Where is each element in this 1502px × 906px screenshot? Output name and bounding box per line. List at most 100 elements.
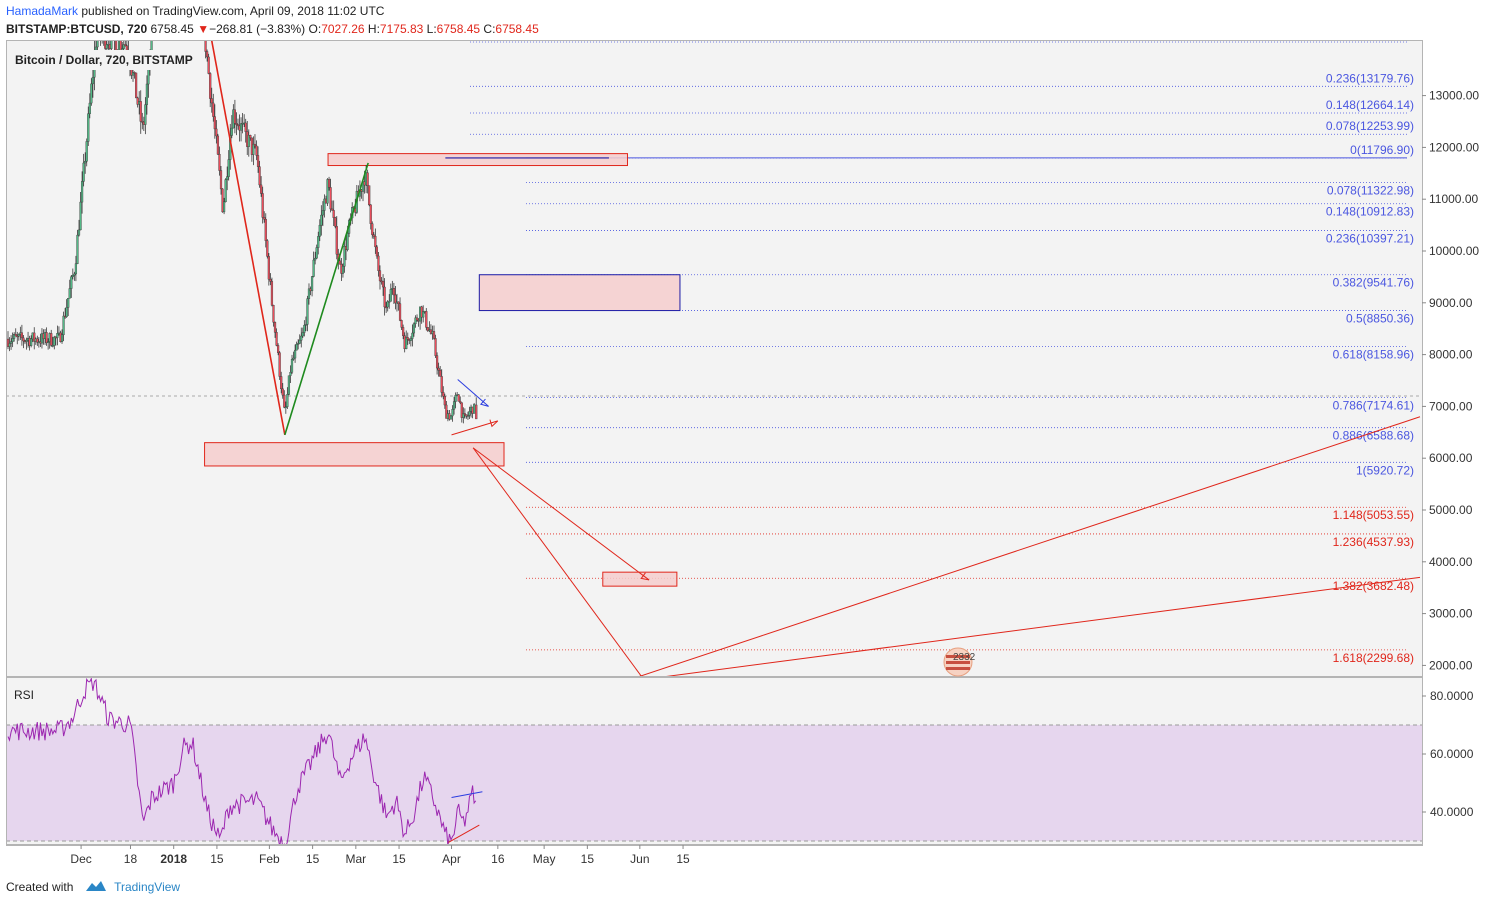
candle-body xyxy=(255,145,258,156)
candle-body xyxy=(388,301,391,303)
close-value: 6758.45 xyxy=(495,22,539,36)
candle-body xyxy=(51,345,54,347)
publish-info: HamadaMark published on TradingView.com,… xyxy=(6,4,384,18)
tradingview-logo-icon xyxy=(85,881,106,891)
candle-body xyxy=(414,317,417,325)
candle-body xyxy=(301,332,304,337)
candle-body xyxy=(11,338,14,342)
candle-body xyxy=(412,323,416,334)
candle-body xyxy=(454,395,457,402)
candle-body xyxy=(203,20,205,26)
candle-body xyxy=(226,176,229,180)
candle-body xyxy=(366,172,369,186)
candle-body xyxy=(144,104,147,125)
fib-retrace-level-label: 0.786(7174.61) xyxy=(1333,398,1414,412)
candle-body xyxy=(375,246,378,257)
candle-body xyxy=(462,413,465,418)
candle-body xyxy=(432,331,436,339)
candle-body xyxy=(62,315,65,336)
candle-body xyxy=(286,394,289,407)
candle-body xyxy=(298,339,301,344)
rsi-axis: 80.0000 60.0000 40.0000 xyxy=(1422,689,1474,819)
candle-body xyxy=(204,41,207,52)
high-label: H: xyxy=(367,22,380,36)
candle-body xyxy=(372,234,375,237)
candle-body xyxy=(260,184,263,194)
price-tick-label: 7000.00 xyxy=(1429,399,1473,413)
candle-body xyxy=(222,201,226,213)
fib-extension-level-label: 1.148(5053.55) xyxy=(1333,508,1414,522)
author-link[interactable]: HamadaMark xyxy=(6,4,79,18)
candle-body xyxy=(114,41,118,53)
candle-body xyxy=(389,289,392,302)
candle-body xyxy=(215,128,218,137)
rsi-tick-label: 80.0000 xyxy=(1430,689,1474,703)
candle-body xyxy=(96,41,99,48)
rsi-upper-line xyxy=(451,791,483,798)
candle-body xyxy=(400,320,403,328)
candle-body xyxy=(378,270,382,282)
price-pane[interactable] xyxy=(6,40,1423,677)
candle-body xyxy=(239,123,243,131)
zone-resistance-mid[interactable] xyxy=(478,274,681,312)
candle-body xyxy=(256,155,260,167)
fib-retrace-level-label: 0.5(8850.36) xyxy=(1346,312,1414,326)
candle-body xyxy=(131,72,135,76)
candle-body xyxy=(394,294,397,304)
price-axis: 13000.00 12000.00 11000.00 10000.00 9000.00 8… xyxy=(1422,89,1479,672)
candle-body xyxy=(20,332,23,339)
fib-extension-level-label: 1.382(3682.48) xyxy=(1333,579,1414,593)
candle-body xyxy=(71,275,74,277)
candle-body xyxy=(381,280,385,288)
candle-body xyxy=(207,56,210,74)
candle-body xyxy=(300,335,303,341)
candle-body xyxy=(8,343,11,347)
high-value: 7175.83 xyxy=(379,22,424,36)
candle-body xyxy=(264,219,267,241)
price-tick-label: 10000.00 xyxy=(1429,244,1479,258)
candle-body xyxy=(70,276,73,289)
candle-body xyxy=(105,44,108,49)
zone-resistance-top[interactable] xyxy=(327,153,628,167)
candle-body xyxy=(303,324,306,333)
candle-body xyxy=(154,0,156,26)
candle-body xyxy=(56,333,59,338)
price-change: −268.81 (−3.83%) xyxy=(209,22,306,36)
down-arrow-icon: ▼ xyxy=(197,22,210,36)
candle-body xyxy=(114,27,116,37)
price-tick-label: 12000.00 xyxy=(1429,140,1479,154)
candle-body xyxy=(385,306,388,309)
fibonacci-levels: 0.382(14035.21) 0.236(13179.76) 0.148(1266… xyxy=(7,41,1422,665)
candle-body xyxy=(318,224,321,237)
price-tick-label: 2000.00 xyxy=(1429,658,1473,672)
zone-target-zone[interactable] xyxy=(602,571,678,587)
candle-body xyxy=(67,298,70,308)
time-tick-label: Jun xyxy=(630,852,649,866)
candle-body xyxy=(269,279,272,282)
candle-body xyxy=(277,345,280,353)
candle-body xyxy=(14,334,17,337)
open-value: 7027.26 xyxy=(321,22,365,36)
symbol-interval: BITSTAMP:BTCUSD, 720 xyxy=(6,22,148,36)
candle-body xyxy=(437,367,440,371)
candle-body xyxy=(85,141,88,162)
candle-body xyxy=(152,26,154,27)
candle-body xyxy=(320,214,323,226)
candle-body xyxy=(406,337,409,340)
zone-support-main[interactable] xyxy=(204,442,505,467)
candle-body xyxy=(258,166,261,186)
time-tick-label: 15 xyxy=(676,852,690,866)
candle-body xyxy=(326,179,329,204)
candle-body xyxy=(33,332,36,342)
candle-body xyxy=(202,0,204,26)
candle-body xyxy=(402,327,405,336)
candle-body xyxy=(445,404,448,419)
tradingview-link[interactable]: TradingView xyxy=(114,880,181,894)
candle-body xyxy=(17,334,20,337)
price-tick-label: 13000.00 xyxy=(1429,89,1479,103)
candle-body xyxy=(338,260,341,265)
time-tick-label: 15 xyxy=(306,852,320,866)
price-tick-label: 11000.00 xyxy=(1429,192,1478,206)
candle-body xyxy=(312,259,315,277)
